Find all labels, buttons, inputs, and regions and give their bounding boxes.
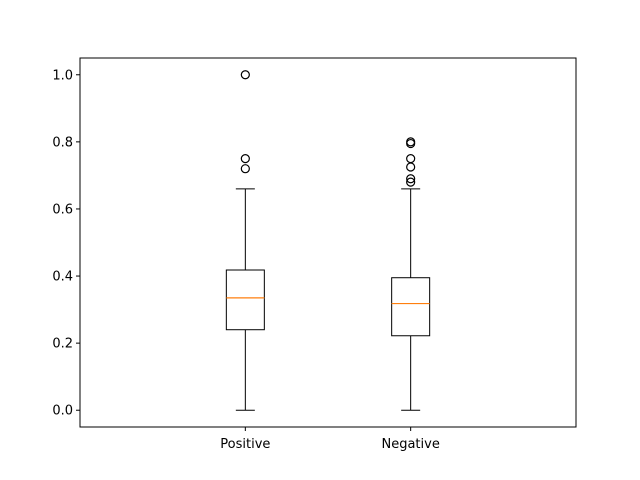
boxes xyxy=(225,70,431,411)
outlier-point xyxy=(406,137,416,147)
x-tick-label: Negative xyxy=(381,437,439,452)
iqr-box xyxy=(225,269,265,331)
y-tick-label: 0.2 xyxy=(52,337,73,352)
y-tick-label: 0.0 xyxy=(52,404,73,419)
outlier-point xyxy=(240,70,250,80)
plot-area-frame xyxy=(79,57,577,428)
outlier-point xyxy=(406,154,416,164)
box-positive xyxy=(225,70,265,411)
outlier-point xyxy=(240,154,250,164)
y-tick-label: 0.6 xyxy=(52,202,73,217)
y-axis: 0.0 0.2 0.4 0.6 0.8 1.0 xyxy=(52,68,80,419)
outlier-point xyxy=(406,162,416,172)
outlier-point xyxy=(406,174,416,184)
box-negative xyxy=(391,137,431,411)
y-tick-label: 0.8 xyxy=(52,135,73,150)
y-tick-label: 0.4 xyxy=(52,270,73,285)
x-axis: Positive Negative xyxy=(220,427,440,452)
y-tick-label: 1.0 xyxy=(52,68,73,83)
iqr-box xyxy=(391,277,431,337)
x-tick-label: Positive xyxy=(220,437,270,452)
outlier-point xyxy=(240,164,250,174)
outlier-point xyxy=(406,177,416,187)
